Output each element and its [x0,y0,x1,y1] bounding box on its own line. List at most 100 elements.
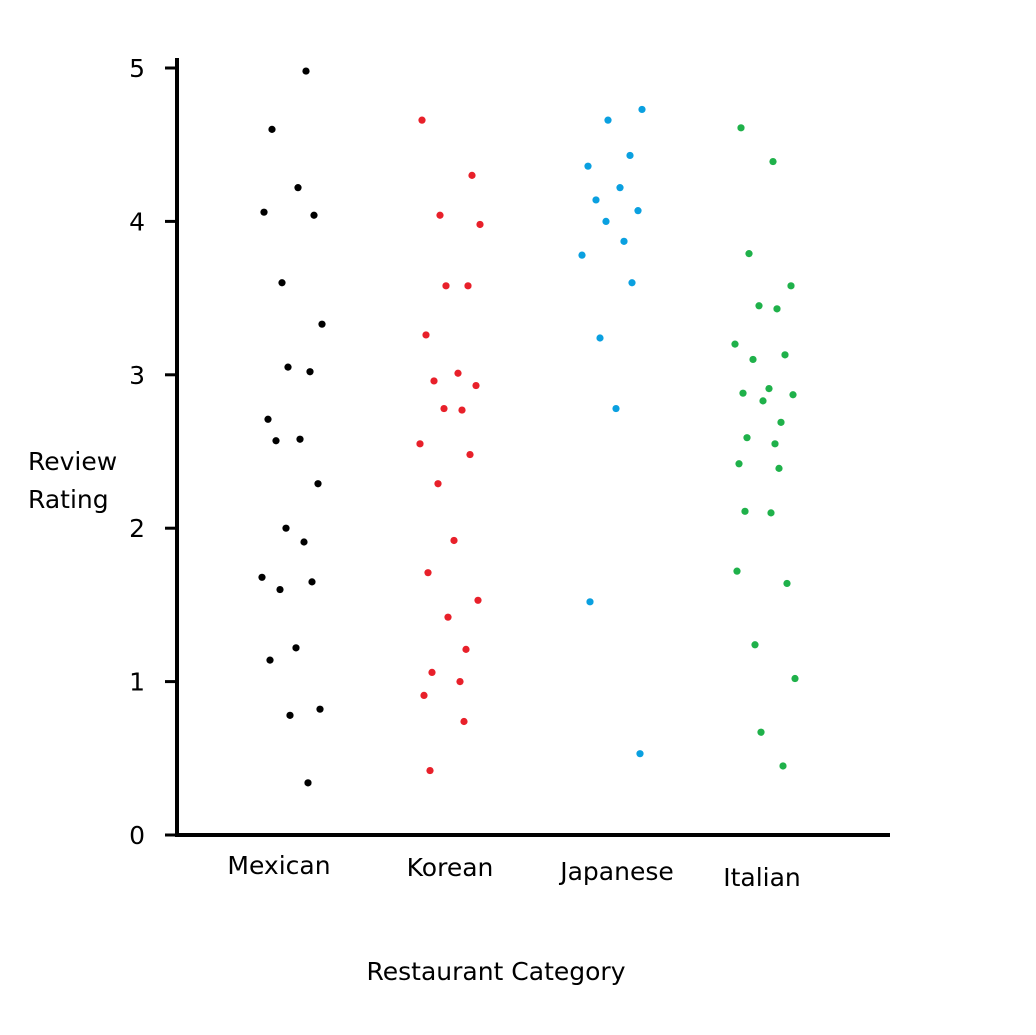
data-point-japanese [586,598,594,606]
data-point-mexican [294,184,302,192]
data-point-italian [781,351,789,359]
data-point-italian [755,302,763,310]
data-point-mexican [268,125,276,133]
data-point-italian [777,418,785,426]
data-point-mexican [292,644,300,652]
data-point-japanese [634,207,642,215]
data-point-mexican [258,573,266,581]
data-point-mexican [264,415,272,423]
data-point-korean [468,171,476,179]
data-point-italian [731,340,739,348]
data-point-mexican [318,320,326,328]
data-point-italian [745,250,753,258]
data-point-italian [739,389,747,397]
data-point-italian [757,728,765,736]
data-point-italian [775,464,783,472]
data-point-mexican [302,67,310,75]
data-point-italian [765,385,773,393]
data-point-korean [456,678,464,686]
data-point-korean [476,220,484,229]
data-point-mexican [282,524,290,532]
data-point-korean [426,766,434,775]
y-tick-label: 1 [129,668,145,697]
data-point-mexican [310,211,318,219]
data-point-japanese [612,404,620,413]
data-point-korean [420,691,428,700]
y-tick-label: 0 [129,821,145,850]
data-point-korean [428,668,436,676]
data-point-italian [791,674,799,683]
data-point-korean [474,596,482,604]
data-point-italian [767,509,775,517]
data-point-japanese [620,237,628,245]
data-point-japanese [578,251,586,259]
data-point-japanese [596,334,604,342]
data-point-korean [434,480,442,488]
data-point-mexican [304,779,312,787]
data-point-japanese [616,184,624,192]
category-labels: Mexican Korean Japanese Italian [227,851,800,892]
data-point-mexican [276,585,284,594]
data-point-korean [454,369,462,377]
data-point-mexican [284,363,292,371]
data-point-mexican [260,208,268,216]
data-point-mexican [278,279,286,287]
category-label-korean: Korean [407,853,494,882]
data-point-italian [759,397,767,405]
data-point-italian [749,355,757,364]
data-point-japanese [604,116,612,124]
data-point-mexican [306,368,314,376]
data-point-japanese [636,750,644,758]
data-point-mexican [308,578,316,586]
data-point-italian [783,579,791,588]
data-point-italian [773,305,781,313]
y-tick-label: 2 [129,514,145,543]
y-tick-label: 3 [129,361,145,390]
data-point-italian [771,440,779,448]
data-point-italian [789,391,797,399]
data-point-korean [466,450,474,459]
data-point-korean [464,282,472,290]
data-point-japanese [584,162,592,170]
y-axis-title-line1: Review [28,447,117,476]
data-point-korean [442,282,450,290]
y-axis-title-line2: Rating [28,485,109,514]
data-point-mexican [314,480,322,488]
data-point-korean [424,569,432,577]
data-point-japanese [592,196,600,204]
data-point-korean [440,404,448,413]
category-label-japanese: Japanese [558,857,674,886]
data-point-japanese [602,217,610,225]
data-point-italian [743,434,751,442]
data-point-mexican [272,437,280,445]
data-point-korean [444,613,452,621]
data-point-korean [416,440,424,448]
data-point-italian [733,567,741,575]
data-point-japanese [628,279,636,287]
data-point-italian [779,762,787,770]
data-point-italian [741,507,749,515]
data-point-italian [769,157,777,166]
data-point-mexican [296,435,304,443]
data-point-korean [458,406,466,414]
data-point-japanese [626,151,634,160]
data-point-korean [460,717,468,726]
data-point-korean [450,536,458,545]
data-point-korean [418,116,426,124]
data-point-italian [751,641,759,649]
data-point-korean [472,381,480,390]
y-ticks: 0 1 2 3 4 5 [129,54,177,850]
y-tick-label: 4 [129,207,145,236]
data-point-korean [430,377,438,385]
category-label-mexican: Mexican [227,851,330,880]
data-point-mexican [300,538,308,546]
data-point-korean [422,331,430,339]
data-point-japanese [638,105,646,114]
y-tick-label: 5 [129,54,145,83]
category-label-italian: Italian [723,863,801,892]
data-point-korean [462,645,470,653]
data-point-mexican [286,711,294,719]
data-point-mexican [316,705,324,713]
x-axis-title: Restaurant Category [366,957,625,986]
